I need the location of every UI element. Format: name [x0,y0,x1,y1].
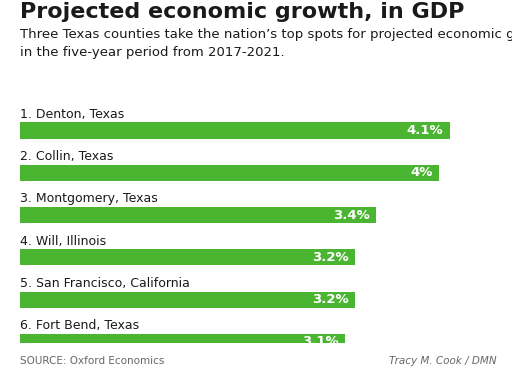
Bar [20,122,450,138]
Text: 6. Fort Bend, Texas: 6. Fort Bend, Texas [20,319,140,332]
Text: 5. San Francisco, California: 5. San Francisco, California [20,277,190,290]
Text: 3.2%: 3.2% [312,293,349,306]
Text: Three Texas counties take the nation’s top spots for projected economic growth
i: Three Texas counties take the nation’s t… [20,28,512,59]
Text: SOURCE: Oxford Economics: SOURCE: Oxford Economics [20,356,165,366]
Text: 2. Collin, Texas: 2. Collin, Texas [20,150,114,163]
Text: 3.1%: 3.1% [302,335,339,348]
Text: 4. Will, Illinois: 4. Will, Illinois [20,235,106,248]
Text: 3.2%: 3.2% [312,251,349,264]
Bar [20,292,355,308]
Bar [20,165,439,181]
Text: 4.1%: 4.1% [407,124,443,137]
Text: 3. Montgomery, Texas: 3. Montgomery, Texas [20,192,158,206]
Bar [20,207,376,223]
Text: 1. Denton, Texas: 1. Denton, Texas [20,108,125,121]
Bar [20,249,355,265]
Text: Projected economic growth, in GDP: Projected economic growth, in GDP [20,2,465,22]
Text: 4%: 4% [411,166,433,179]
Text: Tracy M. Cook / DMN: Tracy M. Cook / DMN [389,356,497,366]
Bar [20,334,345,350]
Text: 3.4%: 3.4% [333,209,370,222]
